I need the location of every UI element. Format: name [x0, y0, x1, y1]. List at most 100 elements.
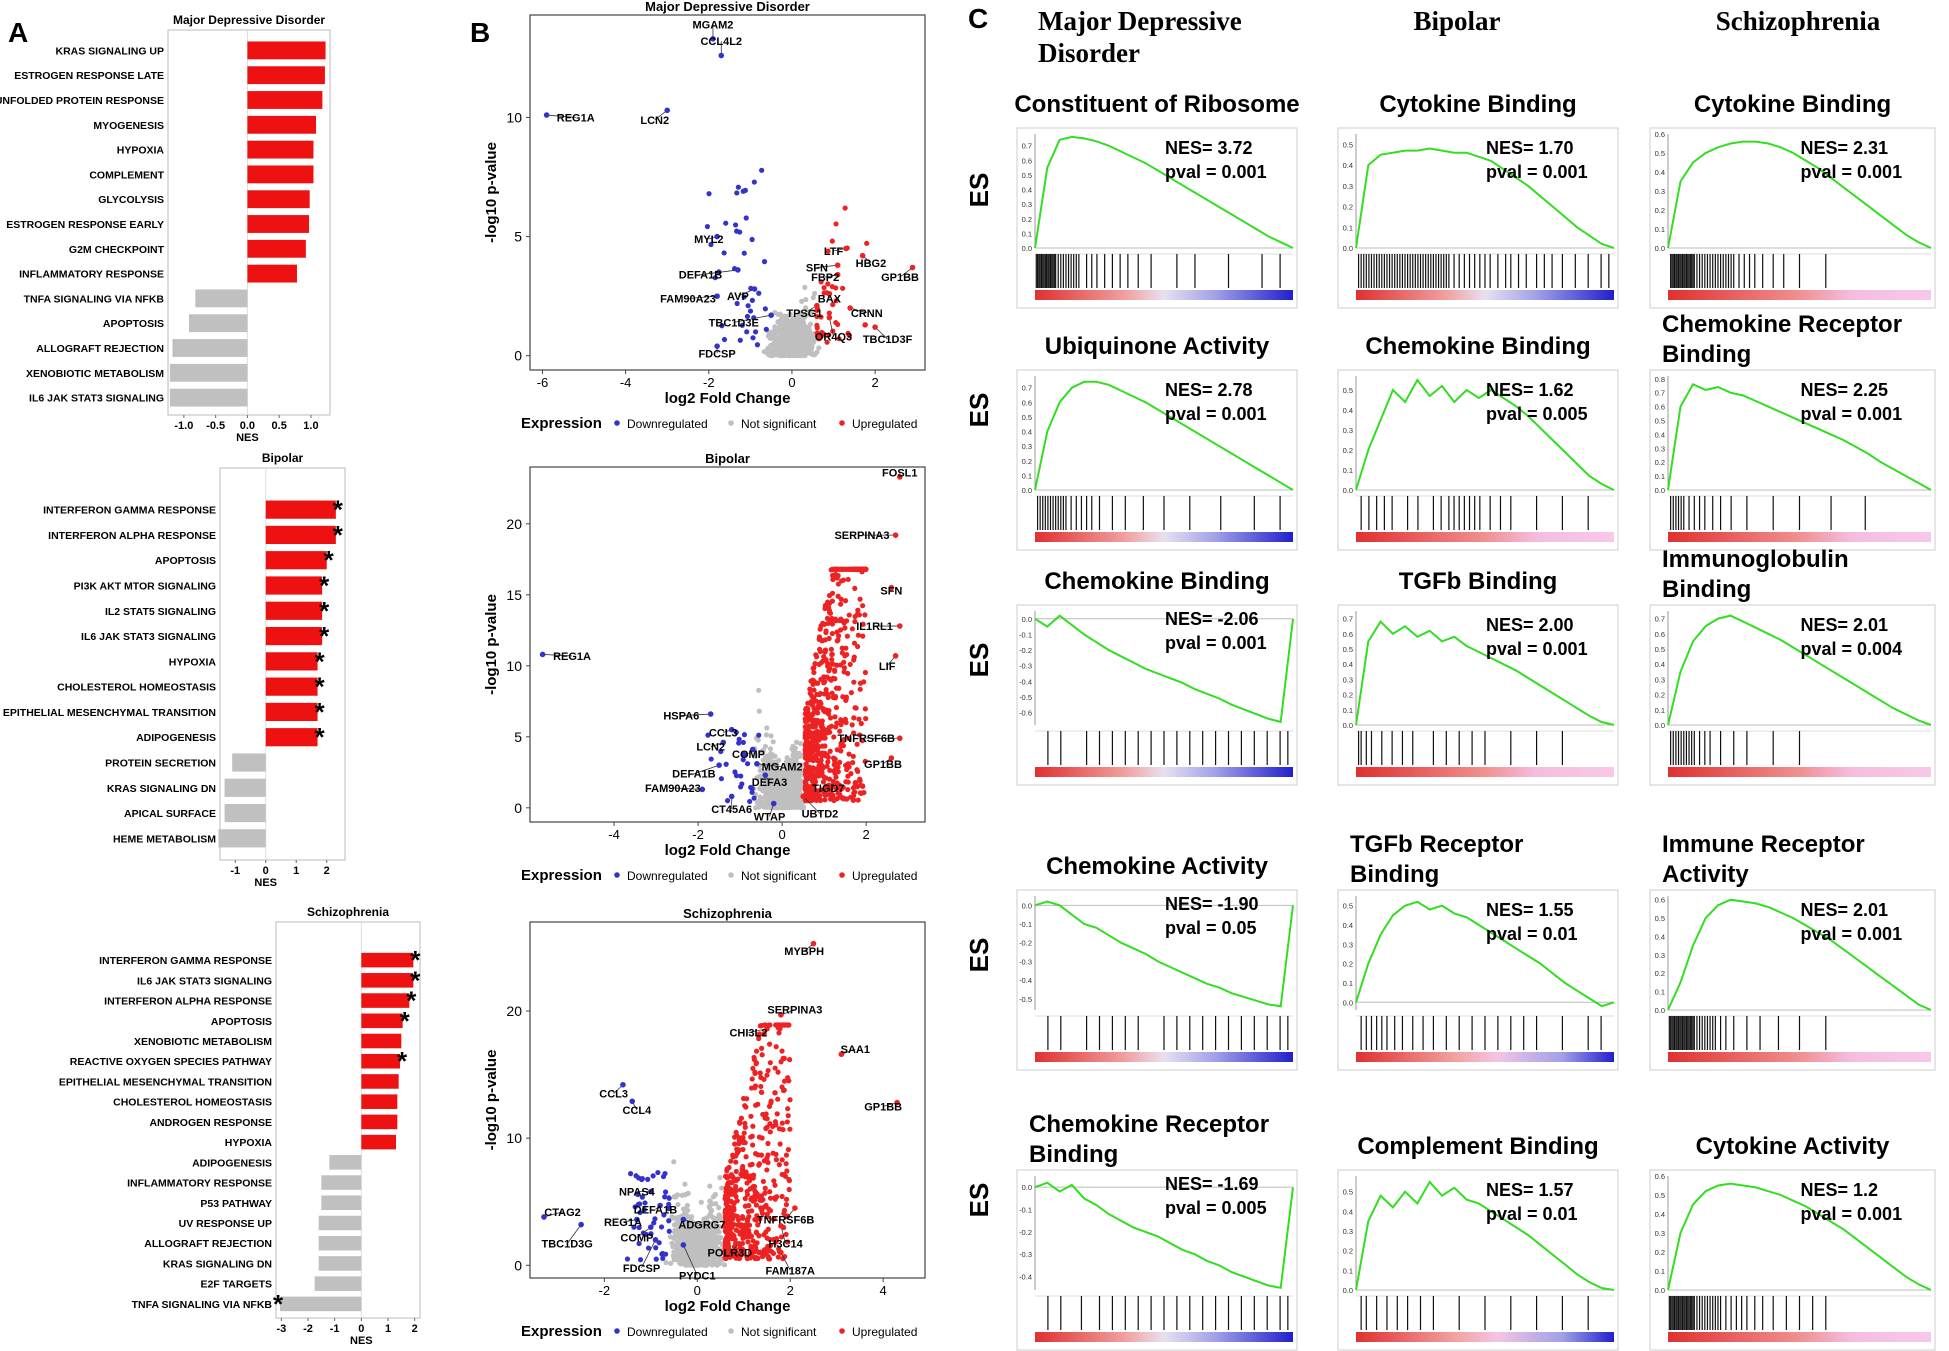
- category-label: KRAS SIGNALING DN: [107, 783, 216, 795]
- point-upregulated: [830, 301, 836, 308]
- point-downregulated: [708, 241, 714, 248]
- y-tick-label: 0: [514, 800, 522, 816]
- category-label: ESTROGEN RESPONSE EARLY: [6, 219, 164, 231]
- point-upregulated: [862, 566, 868, 572]
- point-not-significant: [767, 332, 773, 338]
- point-upregulated: [829, 651, 835, 658]
- point-upregulated: [862, 322, 868, 328]
- point-downregulated: [718, 776, 725, 782]
- point-upregulated: [743, 1104, 749, 1110]
- point-upregulated: [764, 1124, 770, 1130]
- point-not-significant: [799, 298, 805, 304]
- labeled-point: [539, 651, 546, 658]
- point-upregulated: [839, 650, 845, 656]
- point-downregulated: [708, 756, 714, 762]
- nes-bar: [169, 388, 248, 407]
- legend-label: Not significant: [741, 869, 817, 883]
- point-not-significant: [796, 327, 802, 333]
- category-label: EPITHELIAL MESENCHYMAL TRANSITION: [59, 1076, 272, 1088]
- x-tick-label: 0: [788, 375, 795, 390]
- plot-frame: [275, 921, 421, 1319]
- point-not-significant: [793, 787, 800, 793]
- point-upregulated: [827, 609, 833, 616]
- point-downregulated: [704, 223, 711, 230]
- point-upregulated: [825, 759, 831, 765]
- point-downregulated: [734, 228, 740, 234]
- point-upregulated: [821, 285, 827, 291]
- x-axis-label: log2 Fold Change: [665, 842, 791, 859]
- labeled-point: [718, 52, 725, 59]
- point-upregulated: [742, 1120, 748, 1126]
- category-label: INTERFERON ALPHA RESPONSE: [104, 996, 272, 1008]
- point-upregulated: [850, 785, 857, 791]
- point-not-significant: [801, 348, 807, 355]
- gene-label: SERPINA3: [834, 530, 889, 542]
- gene-label: TBC1D3F: [863, 334, 913, 346]
- point-upregulated: [835, 769, 841, 775]
- x-tick-label: -4: [608, 827, 620, 842]
- gene-label: FOSL1: [882, 468, 917, 480]
- point-upregulated: [821, 654, 827, 660]
- point-not-significant: [776, 319, 782, 325]
- labeled-point: [770, 800, 777, 807]
- gene-label: IL1RL1: [856, 621, 893, 633]
- point-not-significant: [706, 1203, 713, 1209]
- legend-swatch: [839, 872, 845, 878]
- point-upregulated: [862, 706, 868, 712]
- point-downregulated: [723, 761, 729, 767]
- point-upregulated: [728, 1158, 734, 1164]
- gene-label: GP1BB: [864, 759, 902, 771]
- point-not-significant: [806, 332, 812, 338]
- point-upregulated: [851, 715, 857, 721]
- point-upregulated: [822, 797, 828, 803]
- point-not-significant: [756, 687, 762, 693]
- point-upregulated: [820, 765, 826, 771]
- nes-bar: [361, 1053, 400, 1069]
- nes-bar: [318, 1235, 362, 1251]
- category-label: G2M CHECKPOINT: [69, 244, 165, 256]
- point-upregulated: [817, 690, 824, 697]
- point-upregulated: [852, 585, 858, 591]
- point-not-significant: [800, 320, 807, 326]
- point-upregulated: [833, 724, 839, 730]
- point-upregulated: [858, 782, 864, 788]
- category-label: COMPLEMENT: [89, 169, 164, 181]
- nes-bar: [247, 91, 323, 109]
- x-tick-label: 1: [385, 1323, 391, 1335]
- point-not-significant: [794, 750, 800, 756]
- point-not-significant: [706, 1213, 713, 1219]
- category-label: INTERFERON GAMMA RESPONSE: [99, 955, 272, 967]
- point-downregulated: [744, 329, 750, 335]
- point-not-significant: [679, 1192, 685, 1198]
- point-not-significant: [779, 349, 785, 356]
- point-upregulated: [856, 716, 862, 722]
- category-label: ALLOGRAFT REJECTION: [36, 343, 164, 355]
- nes-bar: [361, 1074, 399, 1089]
- point-upregulated: [857, 680, 864, 686]
- point-upregulated: [854, 767, 860, 773]
- nes-bar: [361, 1013, 403, 1029]
- nes-bar: [361, 952, 414, 968]
- point-upregulated: [845, 330, 851, 336]
- nes-bar: [247, 190, 310, 209]
- point-not-significant: [756, 708, 762, 714]
- point-upregulated: [764, 1072, 770, 1078]
- point-not-significant: [792, 335, 798, 341]
- point-not-significant: [782, 337, 788, 343]
- point-not-significant: [768, 733, 774, 739]
- y-axis-label: -log10 p-value: [483, 142, 500, 243]
- significance-star: *: [314, 722, 325, 752]
- chart-title: Major Depressive Disorder: [173, 13, 325, 27]
- point-not-significant: [712, 1260, 718, 1266]
- point-downregulated: [753, 329, 759, 335]
- point-upregulated: [842, 625, 848, 631]
- category-label: ANDROGEN RESPONSE: [149, 1117, 272, 1129]
- nes-bar: [318, 1215, 362, 1231]
- x-tick-label: 2: [871, 375, 878, 390]
- point-upregulated: [825, 248, 831, 254]
- point-upregulated: [838, 601, 844, 607]
- labeled-point: [707, 711, 714, 717]
- category-label: PI3K AKT MTOR SIGNALING: [74, 581, 216, 593]
- point-not-significant: [765, 345, 771, 351]
- legend-label: Downregulated: [627, 417, 708, 431]
